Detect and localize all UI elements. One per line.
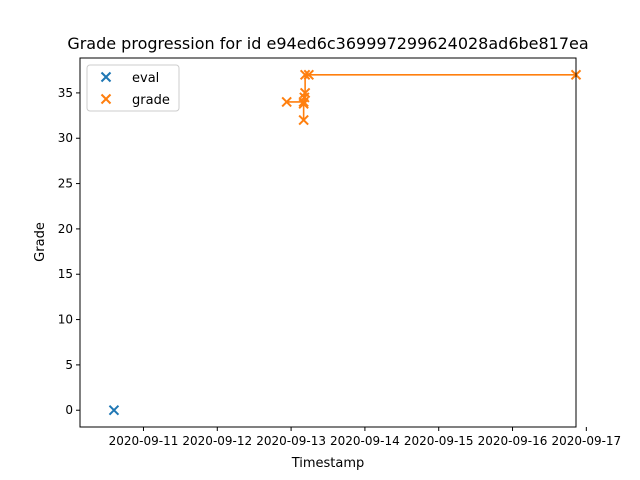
series-grade-point bbox=[281, 96, 292, 108]
legend-marker-grade-stroke-b bbox=[100, 93, 112, 105]
y-tick-label: 15 bbox=[58, 267, 73, 281]
x-tick-label: 2020-09-11 bbox=[109, 434, 179, 448]
axes-frame bbox=[79, 57, 577, 428]
x-axis-label: Timestamp bbox=[291, 456, 365, 471]
y-tick-label: 20 bbox=[58, 222, 73, 236]
x-tick-label: 2020-09-12 bbox=[182, 434, 252, 448]
series-eval-point-stroke-b bbox=[108, 405, 120, 416]
chart-title: Grade progression for id e94ed6c36999729… bbox=[67, 34, 588, 53]
y-tick-label: 0 bbox=[65, 403, 73, 417]
series-grade-point-stroke-b bbox=[303, 69, 315, 80]
series-grade-point-stroke-b bbox=[298, 114, 309, 126]
y-axis: 0 5 10 15 20 25 30 35 bbox=[58, 86, 80, 417]
legend-label-grade: grade bbox=[132, 93, 170, 108]
y-axis-label: Grade bbox=[33, 222, 48, 262]
series-grade-point-stroke-b bbox=[281, 96, 292, 108]
series-grade-point-stroke-b bbox=[299, 69, 311, 80]
x-axis: 2020-09-11 2020-09-12 2020-09-13 2020-09-14… bbox=[109, 427, 621, 448]
legend-label-eval: eval bbox=[132, 71, 159, 86]
series-eval-point bbox=[108, 405, 120, 416]
series-grade-point bbox=[299, 87, 311, 99]
legend: eval grade bbox=[86, 64, 180, 112]
series-grade-point-stroke-b bbox=[299, 87, 311, 99]
y-tick-label: 10 bbox=[58, 313, 73, 327]
legend-marker-eval bbox=[100, 71, 112, 83]
series-grade-point bbox=[298, 114, 309, 126]
legend-marker-grade bbox=[100, 93, 112, 105]
x-tick-label: 2020-09-15 bbox=[404, 434, 474, 448]
plot-area bbox=[108, 69, 582, 416]
y-tick-label: 25 bbox=[58, 177, 73, 191]
x-tick-label: 2020-09-16 bbox=[478, 434, 548, 448]
x-tick-label: 2020-09-13 bbox=[256, 434, 326, 448]
y-tick-label: 30 bbox=[58, 131, 73, 145]
series-grade-point bbox=[299, 69, 311, 80]
series-grade-line bbox=[286, 73, 576, 121]
x-tick-label: 2020-09-17 bbox=[551, 434, 621, 448]
legend-marker-eval-stroke-b bbox=[100, 71, 112, 83]
series-grade bbox=[281, 69, 582, 126]
series-grade-point bbox=[303, 69, 315, 80]
x-tick-label: 2020-09-14 bbox=[330, 434, 400, 448]
y-tick-label: 35 bbox=[58, 86, 73, 100]
series-eval bbox=[108, 405, 120, 416]
y-tick-label: 5 bbox=[65, 358, 73, 372]
legend-box bbox=[86, 64, 180, 112]
